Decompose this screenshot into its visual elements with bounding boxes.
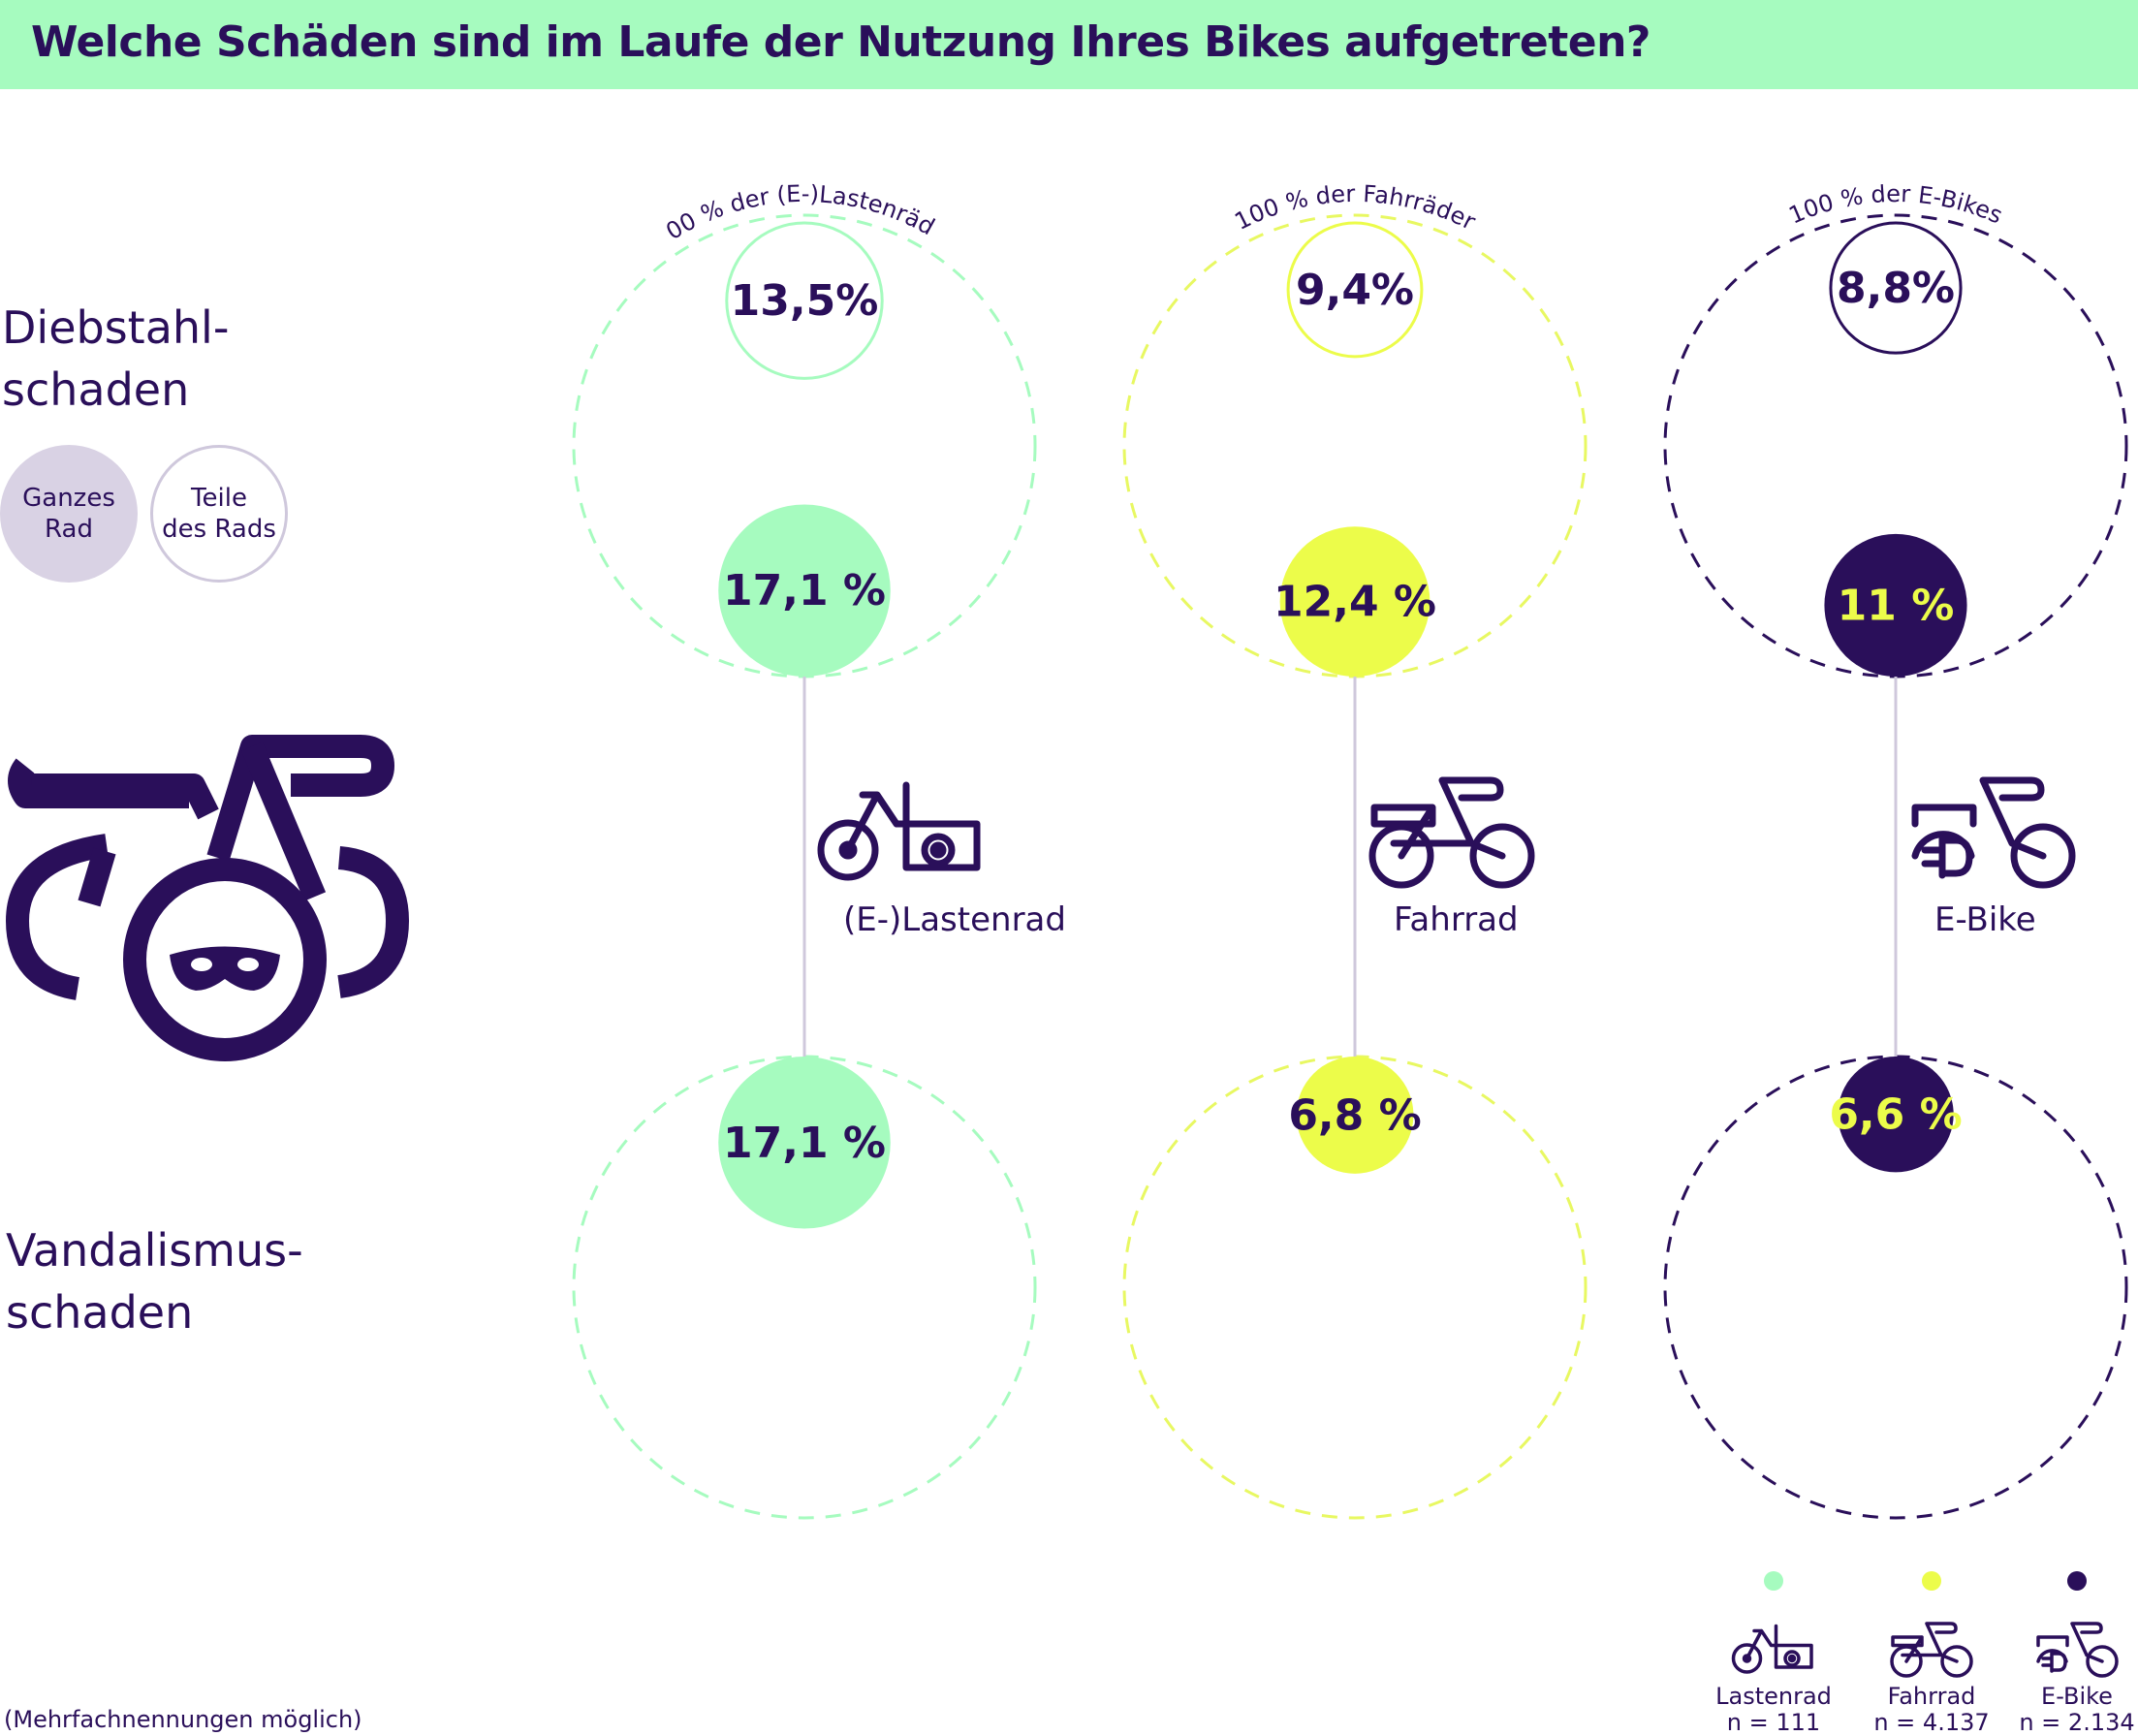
bike-icon-1: bicycle-icon [1368,776,1535,889]
legend-whole-line2: Rad [45,515,93,544]
bubble-theft-whole-1 [1279,526,1431,677]
bike-label-1: Fahrrad [1394,900,1519,939]
bubble-vandalism-2 [1838,1057,1954,1173]
row-label-vandalism: Vandalismus- schaden [6,1219,303,1343]
value-theft-whole-2: 11 % [1838,581,1955,630]
bike-label-0: (E-)Lastenrad [843,900,1066,939]
header-bar: Welche Schäden sind im Laufe der Nutzung… [0,0,2138,89]
legend-bike-icon-0: cargo-bike-icon [1731,1624,1813,1674]
legend-n-0: n = 111 [1727,1709,1820,1736]
row-label-vandal-line2: schaden [6,1286,194,1339]
ring-label-0: 100 % der (E-)Lastenräder [0,0,939,245]
bubble-theft-parts-2 [1829,221,1963,355]
bubble-vandalism-0 [718,1057,891,1229]
legend-parts-line1: Teile [191,484,247,513]
page-title: Welche Schäden sind im Laufe der Nutzung… [31,17,1651,67]
legend-name-1: Fahrrad [1888,1683,1976,1710]
legend-parts-line2: des Rads [162,515,276,544]
value-vandalism-2: 6,6 % [1829,1090,1962,1140]
legend-dot-0 [1764,1571,1783,1591]
row-label-theft: Diebstahl- schaden [2,297,229,421]
bubble-theft-whole-0 [718,504,891,677]
legend-dot-1 [1922,1571,1941,1591]
legend-name-2: E-Bike [2041,1683,2113,1710]
row-label-theft-line1: Diebstahl- [2,301,230,354]
bike-label-2: E-Bike [1934,900,2036,939]
legend-bike-parts: Teile des Rads [150,445,288,583]
legend-whole-bike: Ganzes Rad [0,445,138,583]
legend-n-1: n = 4.137 [1873,1709,1989,1736]
bubble-theft-parts-1 [1286,221,1424,359]
legend-bike-icon-2: e-bike-icon [2036,1622,2119,1678]
value-theft-parts-1: 9,4% [1296,266,1414,315]
legend-name-0: Lastenrad [1715,1683,1832,1710]
legend-dot-2 [2067,1571,2087,1591]
value-theft-parts-0: 13,5% [731,276,879,326]
row-label-theft-line2: schaden [2,363,190,416]
legend-n-2: n = 2.134 [2019,1709,2134,1736]
legend-bike-icon-1: bicycle-icon [1890,1622,1973,1678]
legend-whole-line1: Ganzes [22,484,115,513]
row-label-vandal-line1: Vandalismus- [6,1224,303,1277]
value-vandalism-0: 17,1 % [723,1119,886,1168]
value-theft-parts-2: 8,8% [1837,264,1955,313]
value-theft-whole-0: 17,1 % [723,566,886,615]
bubble-theft-whole-2 [1824,533,1967,677]
bubble-theft-parts-0 [725,221,884,380]
value-vandalism-1: 6,8 % [1288,1090,1421,1140]
value-theft-whole-1: 12,4 % [1273,578,1436,627]
bubble-vandalism-1 [1296,1057,1414,1174]
bike-icon-0: cargo-bike-icon [817,781,981,881]
bike-icon-2: e-bike-icon [1911,776,2076,889]
footnote: (Mehrfachnennungen möglich) [4,1706,362,1733]
